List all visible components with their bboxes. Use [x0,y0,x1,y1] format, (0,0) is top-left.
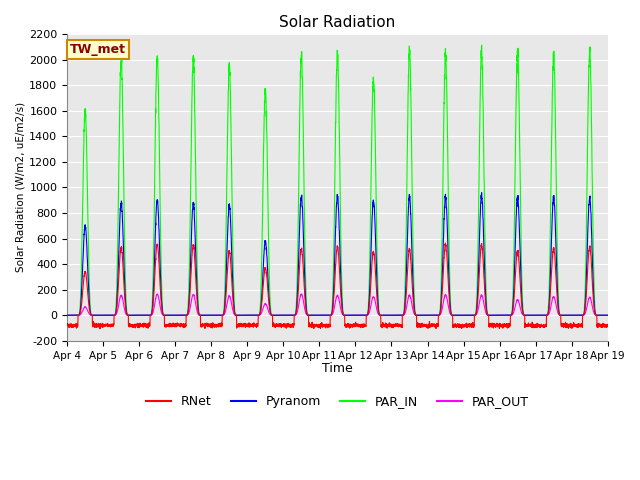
Line: RNet: RNet [67,243,608,329]
Pyranom [458,312,466,318]
PAR_OUT [604,312,612,318]
PAR_IN [317,312,325,318]
Line: PAR_IN: PAR_IN [67,45,608,315]
RNet [161,312,168,318]
RNet [63,322,71,328]
Pyranom [317,312,325,318]
Pyranom [604,312,612,318]
RNet [604,323,612,329]
X-axis label: Time: Time [322,362,353,375]
PAR_IN [63,312,71,318]
PAR_OUT [317,312,325,318]
PAR_OUT [63,312,71,318]
PAR_IN [604,312,611,318]
Line: PAR_OUT: PAR_OUT [67,294,608,315]
Title: Solar Radiation: Solar Radiation [279,15,396,30]
PAR_OUT [161,312,168,318]
PAR_OUT [604,312,611,318]
RNet [96,326,104,332]
Pyranom [490,312,497,318]
PAR_IN [478,42,486,48]
PAR_OUT [490,312,497,318]
PAR_OUT [459,312,467,318]
PAR_OUT [298,291,305,297]
RNet [490,325,497,331]
Line: Pyranom: Pyranom [67,192,608,315]
PAR_OUT [429,312,436,318]
Text: TW_met: TW_met [70,43,126,56]
Pyranom [63,312,71,318]
PAR_IN [161,312,168,318]
Pyranom [429,312,436,318]
RNet [429,324,436,329]
Pyranom [604,312,611,318]
Y-axis label: Solar Radiation (W/m2, uE/m2/s): Solar Radiation (W/m2, uE/m2/s) [15,102,25,273]
PAR_IN [604,312,612,318]
RNet [604,322,611,327]
PAR_IN [458,312,466,318]
PAR_IN [429,312,436,318]
Legend: RNet, Pyranom, PAR_IN, PAR_OUT: RNet, Pyranom, PAR_IN, PAR_OUT [141,390,534,413]
Pyranom [478,190,486,195]
RNet [459,323,467,329]
RNet [442,240,449,246]
Pyranom [161,312,168,318]
PAR_IN [490,312,497,318]
RNet [317,322,325,327]
